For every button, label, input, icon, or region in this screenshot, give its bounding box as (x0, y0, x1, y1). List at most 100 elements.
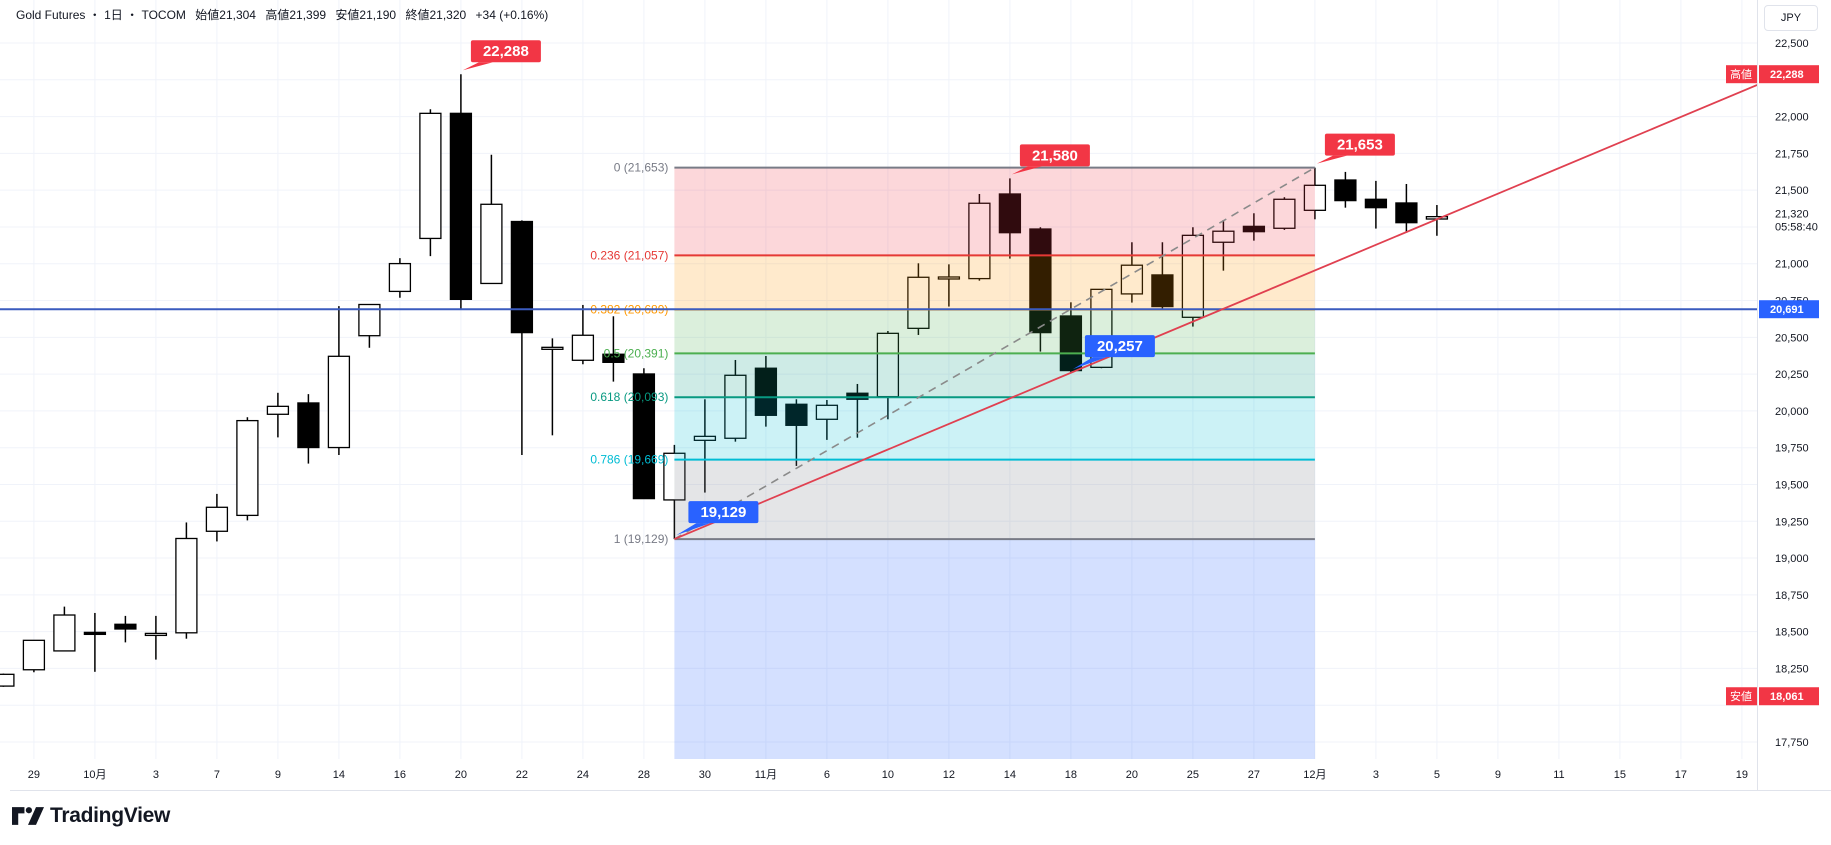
trend-line[interactable] (674, 84, 1757, 540)
axis-price-badge (1759, 65, 1819, 84)
candle-body-up (1303, 184, 1327, 211)
candle (1334, 171, 1357, 208)
candle (602, 316, 625, 382)
fib-level-label: 0.5 (20,391) (604, 346, 669, 360)
axis-price-badge (1759, 300, 1819, 319)
time-tick-label: 20 (1126, 769, 1138, 781)
time-tick-label: 30 (699, 769, 711, 781)
candle (632, 368, 656, 500)
candle-body-up (480, 203, 503, 285)
callout-box (688, 501, 759, 524)
candle (510, 220, 534, 456)
close-value: 21,320 (429, 8, 467, 22)
price-tick-label: 20,000 (1775, 406, 1809, 418)
axis-badge-tag (1726, 687, 1757, 706)
candle-body-down (114, 623, 137, 630)
time-tick-label: 22 (516, 769, 528, 781)
price-tick-label: 22,500 (1775, 38, 1809, 50)
fib-zone-fill (674, 255, 1315, 310)
candle-body-up (724, 374, 747, 439)
fib-level-label: 0.786 (19,669) (590, 453, 668, 467)
axis-badge-tag (1726, 65, 1757, 84)
candle (388, 258, 412, 298)
candle-body-up (236, 419, 259, 517)
candle-body-down (1059, 315, 1083, 372)
plot-area: 0 (21,653)0.236 (21,057)0.382 (20,689)0.… (0, 0, 1757, 759)
candle-body-up (907, 276, 930, 329)
candle (724, 359, 747, 442)
time-tick-label: 11 (1553, 769, 1564, 781)
price-tick-label: 20,250 (1775, 369, 1809, 381)
candle (236, 417, 259, 521)
change-value: +34 (+0.16%) (475, 8, 549, 22)
candle-body-down (83, 631, 107, 636)
time-tick-label: 7 (214, 769, 220, 781)
candle-body-up (22, 639, 46, 671)
time-tick-label: 16 (394, 769, 406, 781)
callout-box (1324, 133, 1395, 156)
candle-body-up (1212, 230, 1235, 243)
time-tick-label: 14 (333, 769, 345, 781)
candle-body-down (754, 367, 778, 416)
axis-price-badge-value: 22,288 (1770, 69, 1804, 81)
candle-body-down (998, 193, 1022, 234)
price-tick-label: 19,750 (1775, 443, 1809, 455)
candle (53, 606, 76, 652)
legend-separator: ・ (88, 8, 101, 22)
high-label: 高値 (265, 8, 290, 22)
time-tick-label: 9 (1495, 769, 1501, 781)
price-tick-label: 18,250 (1775, 663, 1809, 675)
fib-zone-fill (674, 167, 1315, 256)
axis-price-badge (1759, 687, 1819, 706)
time-tick-label: 17 (1675, 769, 1687, 781)
candle-body-up (571, 334, 595, 361)
candle (541, 338, 564, 436)
candle-body-down (297, 402, 320, 449)
candle-body-down (1395, 202, 1418, 224)
callout-pointer (1011, 166, 1042, 175)
candle-body-down (449, 112, 473, 301)
candle-body-down (632, 373, 656, 500)
time-tick-label: 12月 (1303, 769, 1326, 781)
fib-zone-fill (674, 309, 1315, 354)
time-tick-label: 12 (943, 769, 955, 781)
candle-body-up (968, 202, 991, 280)
candle-body-up (144, 632, 168, 637)
time-tick-label: 10月 (83, 769, 106, 781)
tradingview-logo[interactable]: TradingView (12, 804, 170, 828)
interval-label[interactable]: 1日 (104, 8, 123, 22)
candle (144, 615, 168, 660)
callout-pointer (1316, 155, 1347, 164)
fibonacci-retracement: 0 (21,653)0.236 (21,057)0.382 (20,689)0.… (590, 161, 1315, 759)
candle (968, 193, 991, 281)
candle (1059, 302, 1083, 374)
candle (0, 673, 15, 687)
time-tick-label: 27 (1248, 769, 1260, 781)
candle (1242, 213, 1266, 241)
candle (114, 615, 137, 643)
time-tick-label: 5 (1434, 769, 1440, 781)
fib-level-label: 0.618 (20,093) (590, 390, 668, 404)
open-value: 21,304 (219, 8, 256, 22)
price-callout: 21,653 (1316, 133, 1395, 164)
candle (1303, 167, 1327, 220)
bar-countdown-label: 05:58:40 (1775, 222, 1818, 234)
high-value: 21,399 (289, 8, 327, 22)
candle-body-up (205, 506, 229, 532)
time-tick-label: 19 (1736, 769, 1748, 781)
price-tick-label: 18,750 (1775, 590, 1809, 602)
legend-separator: ・ (126, 8, 139, 22)
candle-body-up (0, 673, 15, 687)
symbol-name[interactable]: Gold Futures (16, 8, 86, 22)
candle (266, 392, 290, 438)
callout-box (470, 40, 541, 63)
fib-level-label: 1 (19,129) (614, 532, 669, 546)
last-price-label: 21,320 (1775, 209, 1809, 221)
candle (480, 154, 503, 285)
candle-body-up (541, 346, 564, 350)
candle (937, 264, 961, 307)
currency-button[interactable]: JPY (1764, 5, 1818, 31)
price-tick-label: 22,000 (1775, 112, 1809, 124)
candle-body-down (1334, 179, 1357, 202)
